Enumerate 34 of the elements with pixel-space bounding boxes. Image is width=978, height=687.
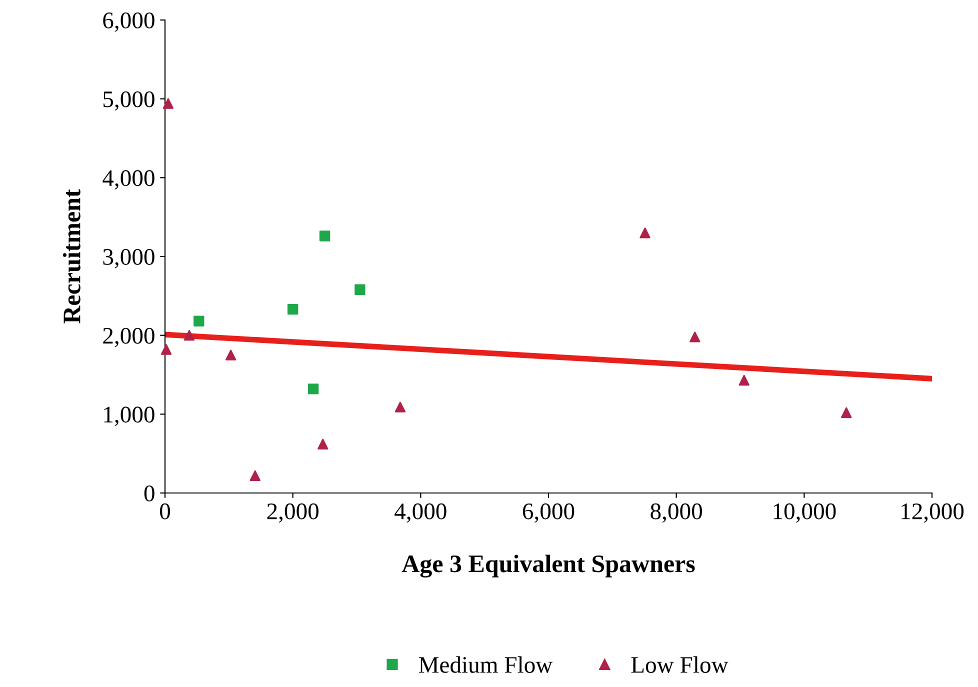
x-tick-label: 8,000 (650, 503, 702, 523)
point (162, 98, 174, 109)
y-tick-label: 2,000 (103, 328, 154, 348)
point (194, 316, 204, 326)
y-tick-label: 4,000 (102, 170, 154, 190)
y-tick-label: 1,000 (104, 406, 154, 426)
y-axis-title: Recruitment (62, 189, 80, 324)
legend-label: Low Flow (631, 656, 728, 673)
y-tick-label: 5,000 (104, 91, 154, 111)
point (841, 407, 852, 418)
x-tick-label: 0 (160, 503, 170, 520)
point (690, 332, 700, 342)
point (287, 304, 298, 315)
point (250, 470, 260, 482)
point (318, 438, 328, 450)
x-tick-label: 10,000 (774, 503, 836, 523)
point (738, 374, 750, 386)
legend-label: Medium Flow (418, 656, 553, 673)
y-tick-label: 0 (144, 485, 154, 502)
point (640, 227, 650, 238)
point (225, 350, 236, 360)
x-tick-label: 2,000 (267, 503, 318, 523)
point (354, 284, 366, 295)
point (184, 330, 195, 341)
point (160, 344, 172, 355)
x-tick-label: 4,000 (394, 503, 446, 523)
x-tick-label: 12,000 (902, 503, 964, 523)
x-axis-title: Age 3 Equivalent Spawners (402, 554, 695, 578)
point (394, 402, 406, 412)
x-tick-label: 6,000 (522, 503, 574, 523)
point (308, 384, 319, 394)
y-tick-label: 3,000 (103, 248, 154, 268)
point (319, 230, 330, 242)
y-tick-label: 6,000 (103, 12, 154, 32)
